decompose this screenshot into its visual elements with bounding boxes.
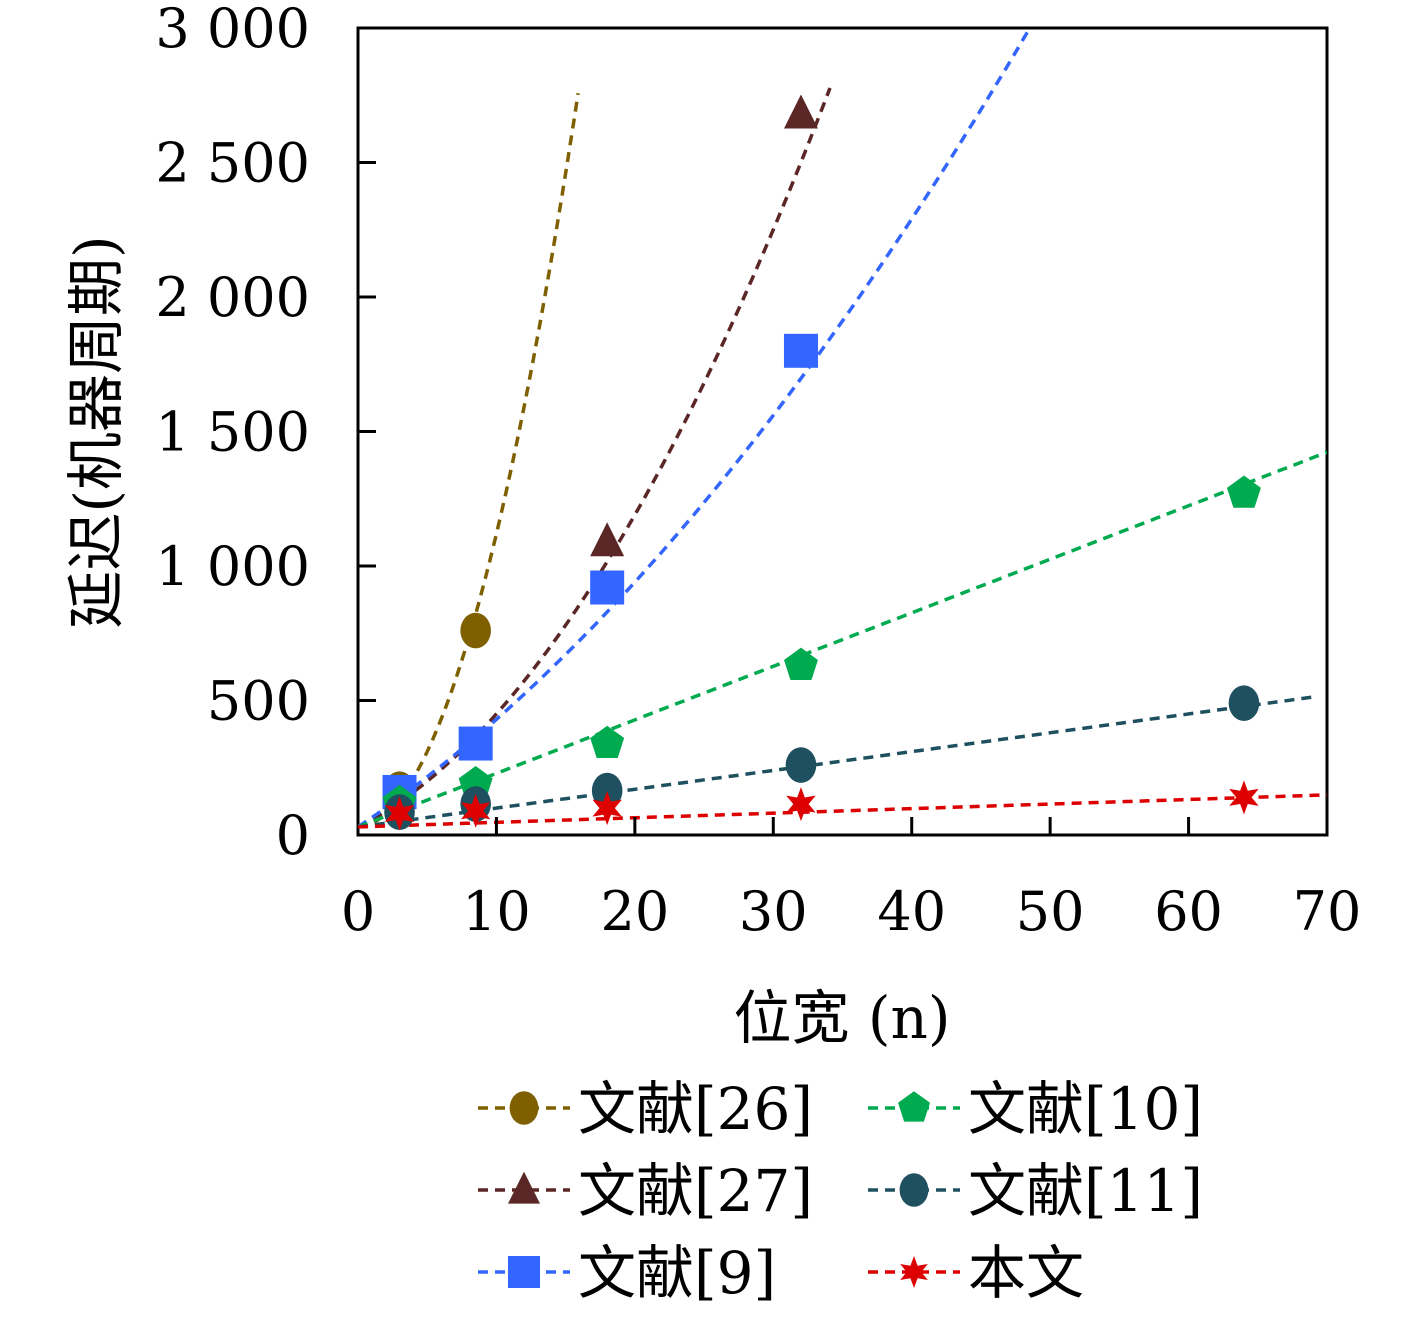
x-tick-label: 10 [462, 880, 531, 943]
legend: 文献[26] 文献[27] 文献[9] 文献[10] 文献[11] 本文 [478, 1075, 1203, 1307]
y-axis: 0 500 1 000 1 500 2 000 2 500 3 000 [155, 0, 376, 867]
triangle-marker [590, 522, 625, 557]
ellipse-marker [591, 772, 623, 809]
star-marker [786, 787, 816, 822]
y-tick-label: 0 [276, 804, 310, 867]
trend-line-series-4 [358, 450, 1327, 829]
x-tick-label: 70 [1293, 880, 1362, 943]
y-tick-label: 1 000 [155, 535, 310, 598]
x-tick-label: 20 [600, 880, 669, 943]
legend-item: 文献[11] [868, 1157, 1203, 1225]
x-tick-label: 0 [341, 880, 375, 943]
legend-label: 文献[26] [578, 1075, 813, 1143]
star-marker [900, 1256, 928, 1288]
ellipse-marker [460, 612, 491, 649]
x-tick-label: 60 [1154, 880, 1223, 943]
square-marker [458, 726, 493, 761]
y-tick-label: 2 000 [155, 266, 310, 329]
ellipse-marker [899, 1173, 929, 1207]
y-axis-title: 延迟(机器周期) [62, 235, 130, 628]
legend-label: 文献[27] [578, 1157, 813, 1225]
markers [382, 94, 1261, 831]
x-tick-label: 40 [877, 880, 946, 943]
trend-line-series-5 [358, 695, 1314, 829]
star-marker [592, 791, 622, 826]
triangle-marker [508, 1171, 540, 1204]
star-marker [1229, 780, 1259, 815]
y-tick-label: 500 [207, 670, 310, 733]
square-marker [590, 570, 625, 605]
square-marker [508, 1256, 540, 1288]
pentagon-marker [783, 647, 818, 680]
legend-label: 文献[9] [578, 1239, 776, 1307]
legend-label: 文献[10] [968, 1075, 1203, 1143]
square-marker [783, 333, 818, 368]
x-tick-label: 50 [1016, 880, 1085, 943]
x-axis: 0 10 20 30 40 50 60 70 [341, 817, 1362, 943]
trend-line-series-6 [358, 793, 1327, 829]
x-tick-label: 30 [739, 880, 808, 943]
y-tick-label: 3 000 [155, 0, 310, 60]
legend-item: 文献[10] [868, 1075, 1203, 1143]
plot-frame [356, 26, 1329, 837]
y-tick-label: 1 500 [155, 401, 310, 464]
pentagon-marker [898, 1091, 930, 1122]
legend-item: 文献[27] [478, 1157, 813, 1225]
triangle-marker [783, 94, 818, 129]
legend-label: 文献[11] [968, 1157, 1203, 1225]
pentagon-marker [590, 725, 625, 758]
legend-label: 本文 [968, 1239, 1084, 1307]
star-marker [460, 793, 491, 828]
legend-item: 本文 [868, 1239, 1084, 1307]
x-axis-title: 位宽 (n) [733, 984, 950, 1052]
legend-item: 文献[9] [478, 1239, 776, 1307]
pentagon-marker [1226, 475, 1261, 508]
legend-item: 文献[26] [478, 1075, 813, 1143]
ellipse-marker [785, 747, 817, 783]
y-tick-label: 2 500 [155, 132, 310, 195]
ellipse-marker [1228, 685, 1260, 722]
ellipse-marker [509, 1091, 539, 1125]
plot-area [356, 26, 1329, 837]
star-marker [384, 796, 415, 831]
